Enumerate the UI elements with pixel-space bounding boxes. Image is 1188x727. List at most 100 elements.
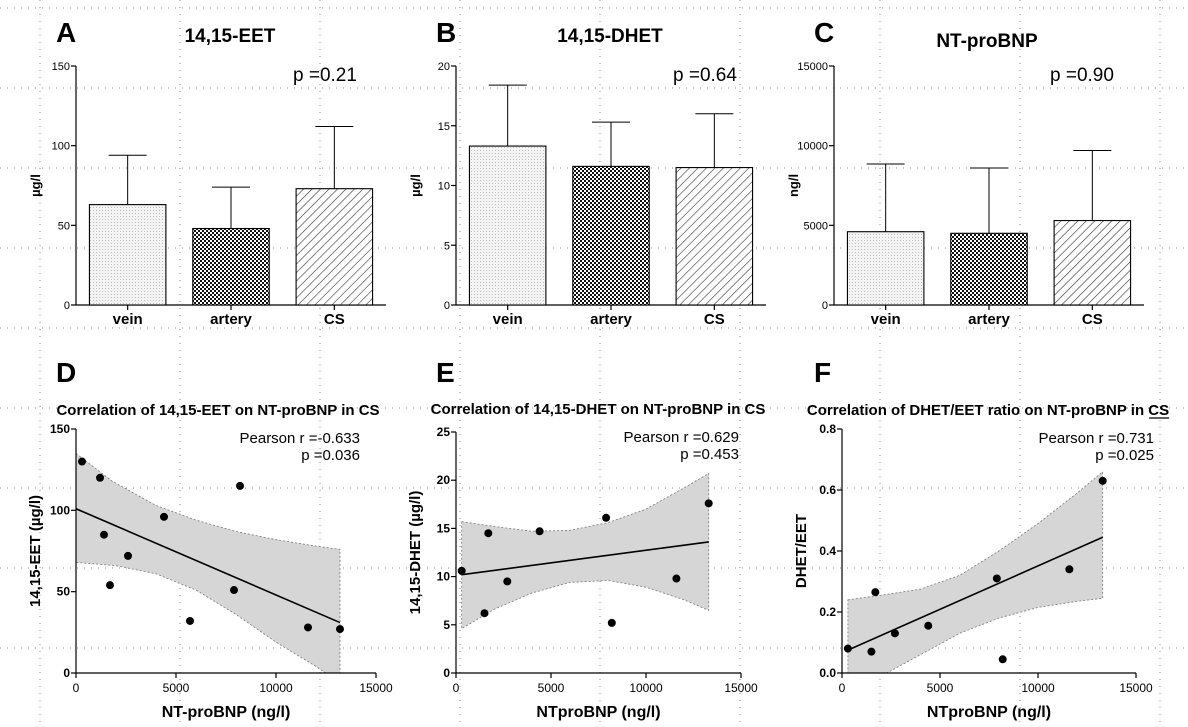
data-point <box>843 644 852 653</box>
bar-vein <box>846 231 925 306</box>
panel-F: F Correlation of DHET/EET ratio on NT-pro… <box>793 357 1170 721</box>
panel-A: A 14,15-EET p =0.21 0 50 100 150 µg/l vein artery… <box>28 17 386 328</box>
panel-letter: C <box>814 17 834 48</box>
y-tick-label: 0.2 <box>819 605 836 619</box>
panel-letter: E <box>436 357 455 388</box>
y-tick-label: 15000 <box>797 61 828 73</box>
x-tick-label: 5000 <box>163 681 190 695</box>
data-point <box>867 647 876 656</box>
x-tick-label: 15000 <box>359 681 393 695</box>
data-point <box>106 581 114 590</box>
chart-title: Correlation of DHET/EET ratio on NT-proB… <box>807 402 1169 419</box>
x-tick-label: 15000 <box>724 681 758 695</box>
y-tick-label: 5 <box>444 240 450 252</box>
y-tick-label: 0.4 <box>819 544 836 558</box>
data-point <box>186 616 194 625</box>
x-axis-label: NT-proBNP (ng/l) <box>162 704 291 721</box>
pearson-r-label: Pearson r =-0.633 <box>240 430 361 447</box>
y-tick-label: 0.8 <box>819 422 836 436</box>
chart-title: Correlation of 14,15-EET on NT-proBNP in… <box>56 402 379 419</box>
panel-letter: B <box>436 17 456 48</box>
data-point <box>890 629 899 638</box>
p-value-label: p =0.90 <box>1050 65 1114 86</box>
y-tick-label: 0 <box>63 666 70 680</box>
y-tick-label: 25 <box>437 425 451 439</box>
data-point <box>160 512 168 521</box>
data-point <box>484 529 493 538</box>
data-point <box>304 623 312 632</box>
x-tick-label-CS: CS <box>704 311 725 328</box>
y-tick-label: 0.0 <box>819 666 836 680</box>
confidence-band <box>76 452 341 673</box>
chart-title: 14,15-EET <box>185 26 276 47</box>
x-tick-label: 0 <box>453 681 460 695</box>
data-point <box>871 588 880 597</box>
data-point <box>535 527 544 536</box>
x-tick-label: 15000 <box>1119 681 1153 695</box>
data-point <box>100 530 108 539</box>
y-tick-label: 50 <box>57 585 71 599</box>
y-axis-label: DHET/EET <box>793 514 810 588</box>
bar-vein <box>468 145 547 306</box>
data-point <box>236 481 244 490</box>
chart-title: NT-proBNP <box>936 31 1038 52</box>
y-axis-label: µg/l <box>28 174 43 197</box>
y-tick-label: 10 <box>437 570 451 584</box>
x-tick-label-artery: artery <box>590 311 632 328</box>
panel-D: D Correlation of 14,15-EET on NT-proBNP i… <box>27 357 393 721</box>
panel-letter: F <box>814 357 831 388</box>
panel-letter: D <box>56 357 76 388</box>
y-axis-label: ng/l <box>786 174 801 197</box>
x-tick-label: 10000 <box>1021 681 1055 695</box>
y-tick-label: 5000 <box>804 220 828 232</box>
x-tick-label-vein: vein <box>113 311 143 328</box>
regression-line <box>75 507 341 624</box>
y-tick-label: 50 <box>58 220 70 232</box>
y-tick-label: 0.6 <box>819 483 836 497</box>
data-point <box>992 574 1001 583</box>
x-tick-label: 5000 <box>538 681 565 695</box>
p-value-label: p =0.21 <box>293 65 357 86</box>
x-tick-label-artery: artery <box>210 311 252 328</box>
x-tick-label: 0 <box>839 681 846 695</box>
y-axis-label: 14,15-EET (µg/l) <box>27 495 44 607</box>
data-point <box>1098 476 1107 485</box>
data-point <box>336 625 344 634</box>
chart-title: 14,15-DHET <box>557 26 663 47</box>
data-point <box>998 655 1007 664</box>
y-tick-label: 0 <box>822 300 828 312</box>
panel-E: E Correlation of 14,15-DHET on NT-proBNP … <box>407 357 765 721</box>
data-point <box>602 513 611 522</box>
chart-title: Correlation of 14,15-DHET on NT-proBNP i… <box>431 401 766 418</box>
regression-line <box>847 536 1104 651</box>
p-value-label: p =0.64 <box>673 65 737 86</box>
pearson-r-label: Pearson r =0.629 <box>624 429 740 446</box>
y-axis-label: µg/l <box>408 174 423 197</box>
y-tick-label: 0 <box>443 666 450 680</box>
bar-CS <box>295 188 374 306</box>
panel-B: B 14,15-DHET p =0.64 0 5 10 15 20 µg/l vein artery… <box>408 17 766 328</box>
x-tick-label: 10000 <box>259 681 293 695</box>
x-axis-label: NTproBNP (ng/l) <box>536 704 660 721</box>
y-tick-label: 15 <box>437 521 451 535</box>
x-tick-label-vein: vein <box>493 311 523 328</box>
x-tick-label: 5000 <box>927 681 954 695</box>
y-tick-label: 10 <box>438 181 450 193</box>
x-tick-label-CS: CS <box>324 311 345 328</box>
bar-CS <box>675 167 754 306</box>
y-tick-label: 0 <box>64 300 70 312</box>
bar-artery <box>192 227 270 306</box>
data-point <box>457 566 466 575</box>
p-value-label: p =0.453 <box>680 446 739 463</box>
data-point <box>96 473 104 482</box>
pearson-r-label: Pearson r =0.731 <box>1039 430 1155 447</box>
y-tick-label: 100 <box>50 503 70 517</box>
x-tick-label-vein: vein <box>871 311 901 328</box>
bar-artery <box>950 232 1028 306</box>
y-tick-label: 0 <box>444 300 450 312</box>
data-point <box>924 621 933 630</box>
y-tick-label: 5 <box>443 618 450 632</box>
bar-vein <box>88 204 167 306</box>
